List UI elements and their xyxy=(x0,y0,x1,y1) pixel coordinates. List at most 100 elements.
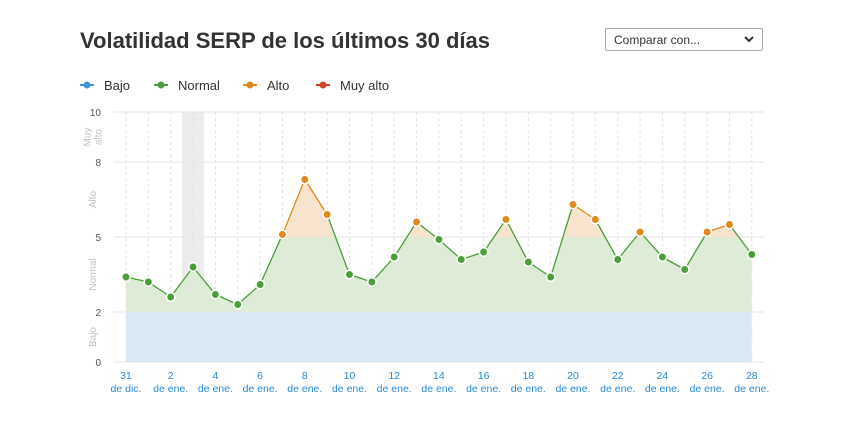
data-point xyxy=(143,277,154,287)
chevron-down-icon xyxy=(744,36,754,43)
legend-label: Alto xyxy=(267,78,290,93)
x-tick-sublabel: de dic. xyxy=(111,383,142,395)
y-tick-label: 0 xyxy=(95,358,101,369)
data-point xyxy=(389,252,400,262)
data-point xyxy=(568,199,578,210)
y-tick-label: 2 xyxy=(95,308,101,319)
x-tick-label: 24 xyxy=(657,370,669,382)
x-tick-sublabel: de ene. xyxy=(421,383,456,395)
x-tick-label: 8 xyxy=(302,370,308,382)
y-tick-label: 10 xyxy=(90,108,102,119)
legend-marker-normal-icon xyxy=(154,81,168,89)
series-line-segment xyxy=(259,234,284,285)
x-tick-sublabel: de ene. xyxy=(600,383,635,395)
data-point xyxy=(210,289,221,300)
zone-label: Muy xyxy=(83,128,94,147)
series-line-segment xyxy=(550,204,574,278)
data-point xyxy=(679,264,690,275)
data-point xyxy=(165,292,176,302)
x-tick-label: 18 xyxy=(522,370,534,382)
x-tick-label: 31 xyxy=(120,370,132,382)
x-tick-sublabel: de ene. xyxy=(690,383,725,395)
data-point xyxy=(746,249,757,260)
legend-marker-muy-alto-icon xyxy=(316,81,330,89)
x-tick-sublabel: de ene. xyxy=(734,383,769,395)
x-tick-sublabel: de ene. xyxy=(332,383,367,395)
legend-marker-bajo-icon xyxy=(80,81,94,89)
compare-select[interactable]: Comparar con... xyxy=(605,28,763,51)
x-tick-label: 26 xyxy=(701,370,713,382)
data-point xyxy=(322,209,333,220)
x-tick-label: 22 xyxy=(612,370,624,382)
x-tick-sublabel: de ene. xyxy=(377,383,412,395)
x-tick-sublabel: de ene. xyxy=(466,383,501,395)
data-point xyxy=(188,262,199,272)
data-point xyxy=(232,299,243,310)
series-line-segment xyxy=(371,256,395,283)
series-line-segment xyxy=(438,239,462,260)
series-line-segment xyxy=(617,231,641,260)
x-tick-label: 16 xyxy=(478,370,490,382)
x-tick-sublabel: de ene. xyxy=(198,383,233,395)
x-tick-label: 14 xyxy=(433,370,445,382)
x-tick-sublabel: de ene. xyxy=(645,383,680,395)
series-line-segment xyxy=(326,214,351,275)
series-line-segment xyxy=(170,266,194,298)
x-tick-label: 2 xyxy=(168,370,174,382)
x-tick-label: 4 xyxy=(212,370,218,382)
data-point xyxy=(501,214,511,225)
x-tick-sublabel: de ene. xyxy=(555,383,590,395)
data-point xyxy=(590,214,601,225)
series-line-segment xyxy=(684,231,708,270)
data-point xyxy=(433,234,444,245)
series-line-segment xyxy=(304,179,328,215)
zone-label: Alto xyxy=(88,190,99,208)
data-point xyxy=(657,252,668,262)
zone-fill-normal xyxy=(126,237,752,312)
data-point xyxy=(277,229,288,240)
series-line-segment xyxy=(393,221,418,258)
series-line-segment xyxy=(594,219,619,260)
data-point xyxy=(366,277,377,287)
series-line-segment xyxy=(281,179,306,235)
zone-label: alto xyxy=(94,129,105,146)
compare-select-value: Comparar con... xyxy=(614,33,701,47)
data-point xyxy=(299,174,310,185)
data-point xyxy=(478,247,489,257)
x-tick-label: 20 xyxy=(567,370,579,382)
x-tick-label: 12 xyxy=(388,370,400,382)
legend-label: Muy alto xyxy=(340,78,390,93)
zone-label: Bajo xyxy=(88,327,99,347)
zone-fill-bajo xyxy=(126,312,752,362)
data-point xyxy=(523,257,534,267)
data-point xyxy=(724,219,735,230)
x-tick-sublabel: de ene. xyxy=(243,383,278,395)
series-line-segment xyxy=(639,231,663,258)
data-point xyxy=(456,254,467,265)
data-point xyxy=(344,269,355,280)
series-line-segment xyxy=(505,219,529,263)
x-tick-sublabel: de ene. xyxy=(287,383,322,395)
y-tick-label: 5 xyxy=(95,233,101,244)
series-line-segment xyxy=(192,266,216,295)
legend-label: Bajo xyxy=(104,78,131,93)
series-line-segment xyxy=(728,224,753,255)
x-tick-label: 10 xyxy=(344,370,356,382)
data-point xyxy=(121,272,131,282)
legend-marker-alto-icon xyxy=(243,81,257,89)
data-point xyxy=(702,227,713,237)
series-line-segment xyxy=(237,284,261,305)
x-tick-sublabel: de ene. xyxy=(511,383,546,395)
legend-label: Normal xyxy=(178,78,220,93)
x-tick-label: 6 xyxy=(257,370,263,382)
page-title: Volatilidad SERP de los últimos 30 días xyxy=(80,28,490,53)
series-line-segment xyxy=(483,219,507,253)
data-point xyxy=(635,227,645,237)
data-point xyxy=(255,279,266,290)
x-tick-label: 28 xyxy=(746,370,758,382)
zone-label: Normal xyxy=(88,258,99,290)
data-point xyxy=(411,217,422,227)
data-point xyxy=(545,272,556,282)
x-tick-sublabel: de ene. xyxy=(153,383,188,395)
